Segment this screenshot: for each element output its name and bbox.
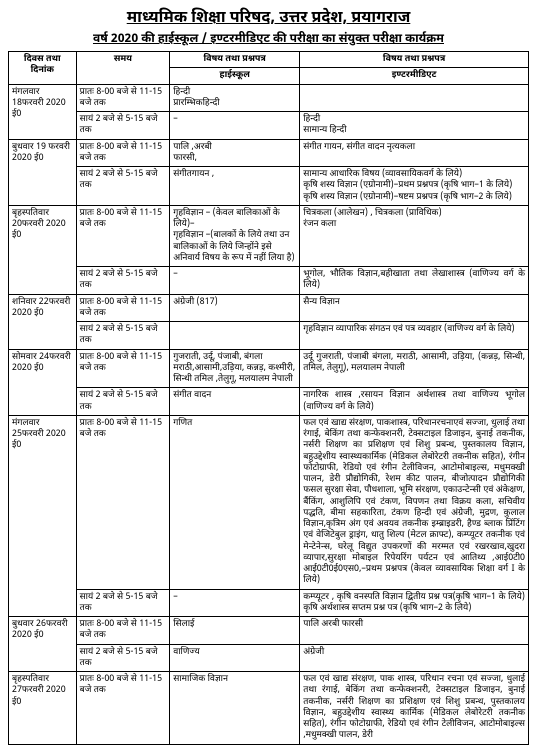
intermediate-cell: अंग्रेजी bbox=[300, 644, 529, 672]
highschool-cell: गणित bbox=[170, 415, 300, 589]
highschool-cell: गृहविज्ञान – (केवल बालिकाओं के लिये)– गृ… bbox=[170, 205, 300, 266]
time-cell: सायं 2 बजे से 5-15 बजे तक bbox=[76, 589, 170, 617]
table-row: बृहस्पतिवार 27फरवरी 2020 ई0प्रातः 8-00 ब… bbox=[9, 672, 529, 745]
intermediate-cell: गृहविज्ञान व्यापारिक संगठन एवं पत्र व्यव… bbox=[300, 322, 529, 350]
day-cell: बृहस्पतिवार 20फरवरी 2020 ई0 bbox=[9, 205, 77, 294]
col-header-hs-top: विषय तथा प्रश्नपत्र bbox=[170, 52, 300, 68]
highschool-cell: संगीतगायन , bbox=[170, 167, 300, 206]
col-header-time: समय bbox=[76, 52, 170, 85]
day-cell: मंगलवार 18फरवरी 2020 ई0 bbox=[9, 84, 77, 139]
time-cell: प्रातः 8-00 बजे से 11-15 बजे तक bbox=[76, 349, 170, 388]
time-cell: प्रातः 8-00 बजे से 11-15 बजे तक bbox=[76, 415, 170, 589]
intermediate-cell: फल एवं खाद्य संरक्षण, पाक शास्त्र, परिधा… bbox=[300, 672, 529, 745]
time-cell: प्रातः 8-00 बजे से 11-15 बजे तक bbox=[76, 84, 170, 112]
intermediate-cell: नागरिक शास्त्र ,रसायन विज्ञान अर्थशास्त्… bbox=[300, 388, 529, 416]
intermediate-cell: हिन्दी सामान्य हिन्दी bbox=[300, 112, 529, 140]
table-row: सायं 2 बजे से 5-15 बजे तक–भूगोल, भौतिक व… bbox=[9, 267, 529, 295]
highschool-cell bbox=[170, 322, 300, 350]
page-title: माध्यमिक शिक्षा परिषद, उत्तर प्रदेश, प्र… bbox=[8, 8, 529, 29]
table-row: सायं 2 बजे से 5-15 बजे तकसंगीतगायन ,सामा… bbox=[9, 167, 529, 206]
col-header-inter: इण्टरमीडिएट bbox=[300, 68, 529, 84]
time-cell: प्रातः 8-00 बजे से 11-15 बजे तक bbox=[76, 139, 170, 167]
intermediate-cell: सैन्य विज्ञान bbox=[300, 294, 529, 322]
time-cell: सायं 2 बजे से 5-15 बजे तक bbox=[76, 322, 170, 350]
intermediate-cell: उर्दू गुजराती, पंजाबी बंगला, मराठी, आसाम… bbox=[300, 349, 529, 388]
table-row: सायं 2 बजे से 5-15 बजे तकसंगीत वादननागरि… bbox=[9, 388, 529, 416]
exam-schedule-table: दिवस तथा दिनांक समय विषय तथा प्रश्नपत्र … bbox=[8, 51, 529, 745]
day-cell: सोमवार 24फरवरी 2020 ई0 bbox=[9, 349, 77, 415]
intermediate-cell: संगीत गायन, संगीत वादन नृत्यकला bbox=[300, 139, 529, 167]
highschool-cell: सामाजिक विज्ञान bbox=[170, 672, 300, 745]
table-row: सायं 2 बजे से 5-15 बजे तक गृहविज्ञान व्या… bbox=[9, 322, 529, 350]
day-cell: बुधवार 19 फरवरी 2020 ई0 bbox=[9, 139, 77, 205]
time-cell: प्रातः 8-00 बजे से 11-15 बजे तक bbox=[76, 617, 170, 645]
col-header-inter-top: विषय तथा प्रश्नपत्र bbox=[300, 52, 529, 68]
intermediate-cell: फल एवं खाद्य संरक्षण, पाकशास्त्र, परिधान… bbox=[300, 415, 529, 589]
time-cell: सायं 2 बजे से 5-15 बजे तक bbox=[76, 167, 170, 206]
highschool-cell: हिन्दी प्रारम्भिकहिन्दी bbox=[170, 84, 300, 112]
highschool-cell: गुजराती, उर्दू, पंजाबी, बंगला मराठी,आसाम… bbox=[170, 349, 300, 388]
time-cell: प्रातः 8-00 बजे से 11-15 बजे तक bbox=[76, 294, 170, 322]
time-cell: सायं 2 बजे से 5-15 बजे तक bbox=[76, 112, 170, 140]
table-row: बुधवार 19 फरवरी 2020 ई0प्रातः 8-00 बजे स… bbox=[9, 139, 529, 167]
intermediate-cell: पालि अरबी फारसी bbox=[300, 617, 529, 645]
time-cell: प्रातः 8-00 बजे से 11-15 बजे तक bbox=[76, 205, 170, 266]
highschool-cell: अंग्रेजी (817) bbox=[170, 294, 300, 322]
day-cell: शनिवार 22फरवरी 2020 ई0 bbox=[9, 294, 77, 349]
time-cell: सायं 2 बजे से 5-15 बजे तक bbox=[76, 644, 170, 672]
table-row: बृहस्पतिवार 20फरवरी 2020 ई0प्रातः 8-00 ब… bbox=[9, 205, 529, 266]
col-header-day: दिवस तथा दिनांक bbox=[9, 52, 77, 85]
intermediate-cell: सामान्य आधारिक विषय (व्यावसायिकवर्ग के ल… bbox=[300, 167, 529, 206]
table-row: मंगलवार 18फरवरी 2020 ई0प्रातः 8-00 बजे स… bbox=[9, 84, 529, 112]
day-cell: मंगलवार 25फरवरी 2020 ई0 bbox=[9, 415, 77, 616]
time-cell: सायं 2 बजे से 5-15 बजे तक bbox=[76, 388, 170, 416]
table-row: सायं 2 बजे से 5-15 बजे तक–हिन्दी सामान्य… bbox=[9, 112, 529, 140]
highschool-cell: – bbox=[170, 267, 300, 295]
highschool-cell: संगीत वादन bbox=[170, 388, 300, 416]
table-row: सोमवार 24फरवरी 2020 ई0प्रातः 8-00 बजे से… bbox=[9, 349, 529, 388]
highschool-cell: पालि ,अरबी फारसी, bbox=[170, 139, 300, 167]
time-cell: प्रातः 8-00 बजे से 11-15 बजे तक bbox=[76, 672, 170, 745]
intermediate-cell: कम्प्यूटर , कृषि वनस्पति विज्ञान द्वितीय… bbox=[300, 589, 529, 617]
col-header-hs: हाईस्कूल bbox=[170, 68, 300, 84]
table-row: सायं 2 बजे से 5-15 बजे तकवाणिज्यअंग्रेजी bbox=[9, 644, 529, 672]
intermediate-cell: चित्रकला (आलेखन) , चित्रकला (प्राविधिक) … bbox=[300, 205, 529, 266]
day-cell: बृहस्पतिवार 27फरवरी 2020 ई0 bbox=[9, 672, 77, 745]
highschool-cell: सिलाई bbox=[170, 617, 300, 645]
day-cell: बुधवार 26फरवरी 2020 ई0 bbox=[9, 617, 77, 672]
intermediate-cell bbox=[300, 84, 529, 112]
highschool-cell: – bbox=[170, 112, 300, 140]
table-row: मंगलवार 25फरवरी 2020 ई0प्रातः 8-00 बजे स… bbox=[9, 415, 529, 589]
table-row: सायं 2 बजे से 5-15 बजे तक–कम्प्यूटर , कृ… bbox=[9, 589, 529, 617]
table-row: बुधवार 26फरवरी 2020 ई0प्रातः 8-00 बजे से… bbox=[9, 617, 529, 645]
highschool-cell: – bbox=[170, 589, 300, 617]
time-cell: सायं 2 बजे से 5-15 बजे तक bbox=[76, 267, 170, 295]
table-row: शनिवार 22फरवरी 2020 ई0प्रातः 8-00 बजे से… bbox=[9, 294, 529, 322]
page-subtitle: वर्ष 2020 की हाईस्कूल / इण्टरमीडिएट की प… bbox=[8, 31, 529, 47]
intermediate-cell: भूगोल, भौतिक विज्ञान,बहीखाता तथा लेखाशास… bbox=[300, 267, 529, 295]
highschool-cell: वाणिज्य bbox=[170, 644, 300, 672]
